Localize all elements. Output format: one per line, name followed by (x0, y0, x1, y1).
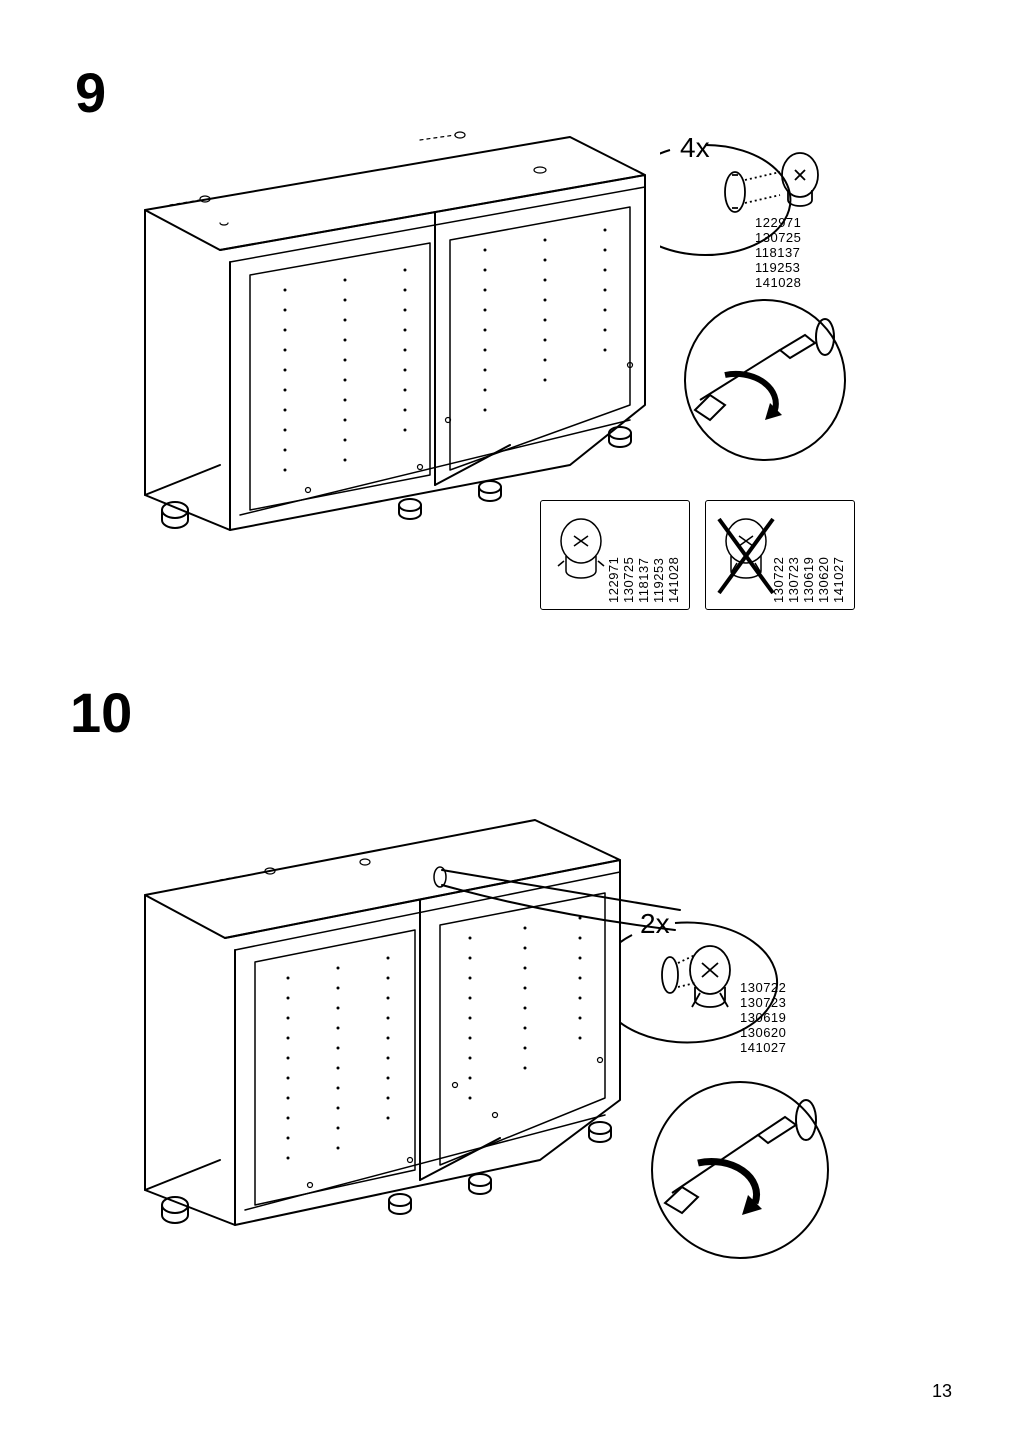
step-10-part-numbers: 130722 130723 130619 130620 141027 (740, 980, 786, 1055)
part-number: 118137 (755, 245, 801, 260)
part-number: 122971 (606, 557, 621, 603)
step-9-screwdriver-callout (670, 295, 860, 465)
part-number: 141028 (666, 557, 681, 603)
step-9-inset-correct: 122971 130725 118137 119253 141028 (540, 500, 690, 610)
part-number: 130725 (621, 557, 636, 603)
step-9-part-numbers: 122971 130725 118137 119253 141028 (755, 215, 801, 290)
part-number: 119253 (755, 260, 801, 275)
part-number: 118137 (636, 558, 651, 603)
step-10-screwdriver-callout (640, 1075, 840, 1265)
part-number: 141027 (740, 1040, 786, 1055)
step-10-number: 10 (70, 680, 132, 745)
step-9-inset-wrong: 130722 130723 130619 130620 141027 (705, 500, 855, 610)
part-number: 130620 (816, 557, 831, 603)
part-number: 130722 (771, 557, 786, 603)
part-number: 130722 (740, 980, 786, 995)
part-number: 130725 (755, 230, 801, 245)
part-number: 130723 (786, 557, 801, 603)
page-number: 13 (932, 1381, 952, 1402)
part-number: 141027 (831, 557, 846, 603)
part-number: 130620 (740, 1025, 786, 1040)
step-10-camlock-callout (620, 915, 820, 1055)
part-number: 122971 (755, 215, 801, 230)
part-number: 130619 (740, 1010, 786, 1025)
part-number: 130619 (801, 557, 816, 603)
part-number: 130723 (740, 995, 786, 1010)
part-number: 119253 (651, 558, 666, 603)
part-number: 141028 (755, 275, 801, 290)
